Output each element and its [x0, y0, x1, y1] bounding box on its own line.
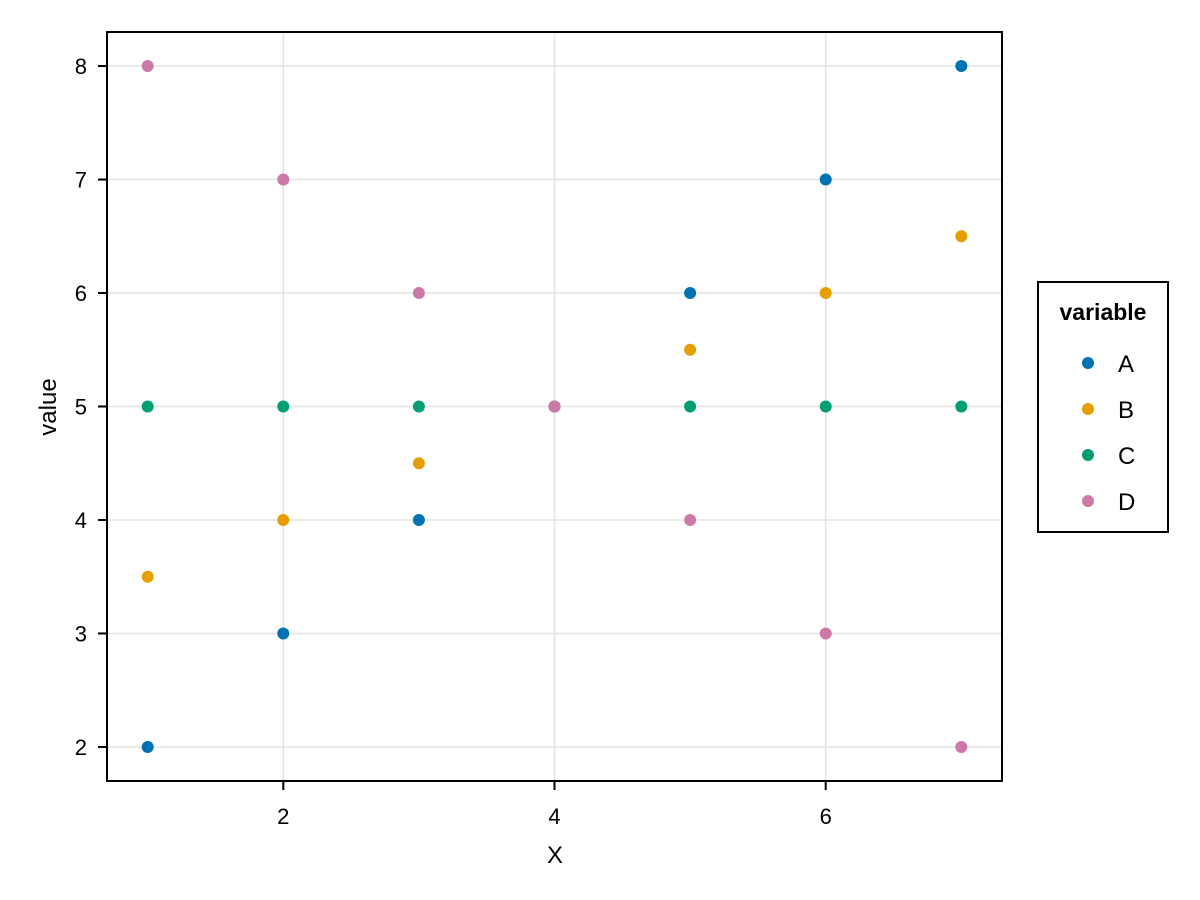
x-tick-label: 6	[820, 804, 832, 829]
legend-marker-A	[1082, 357, 1094, 369]
y-axis-label: value	[35, 378, 62, 435]
data-point-A	[955, 60, 968, 73]
data-point-B	[277, 513, 290, 526]
data-point-C	[277, 400, 290, 413]
legend-label-A: A	[1118, 351, 1134, 378]
data-point-D	[955, 740, 968, 753]
y-tick-label: 2	[75, 735, 87, 760]
y-tick-label: 5	[75, 395, 87, 420]
data-point-D	[819, 627, 832, 640]
data-point-D	[277, 173, 290, 186]
grid-lines	[107, 32, 1002, 781]
legend-label-C: C	[1118, 443, 1135, 470]
data-point-C	[141, 400, 154, 413]
legend-marker-D	[1082, 495, 1094, 507]
legend-frame	[1037, 281, 1169, 533]
data-point-C	[955, 400, 968, 413]
data-point-B	[141, 570, 154, 583]
legend-title: variable	[1060, 299, 1147, 325]
data-point-D	[412, 287, 425, 300]
x-axis-ticks: 2 4 6	[277, 781, 832, 829]
data-point-A	[141, 740, 154, 753]
data-point-D	[684, 513, 697, 526]
y-axis-ticks: 2 3 4 5 6 7 8	[75, 54, 107, 760]
data-point-B	[955, 230, 968, 243]
data-point-C	[412, 400, 425, 413]
y-tick-label: 3	[75, 621, 87, 646]
y-tick-label: 7	[75, 168, 87, 193]
y-tick-label: 6	[75, 281, 87, 306]
data-point-C	[684, 400, 697, 413]
legend-label-D: D	[1118, 489, 1135, 516]
data-point-A	[277, 627, 290, 640]
data-point-C	[819, 400, 832, 413]
x-tick-label: 4	[548, 804, 560, 829]
data-points	[141, 60, 968, 753]
data-point-B	[684, 343, 697, 356]
data-point-D	[548, 400, 561, 413]
x-tick-label: 2	[277, 804, 289, 829]
data-point-A	[412, 513, 425, 526]
legend-marker-B	[1082, 403, 1094, 415]
y-tick-label: 4	[75, 508, 87, 533]
x-axis-label: X	[547, 842, 563, 869]
legend-label-B: B	[1118, 397, 1134, 424]
legend-marker-C	[1082, 449, 1094, 461]
data-point-B	[819, 287, 832, 300]
y-tick-label: 8	[75, 54, 87, 79]
data-point-D	[141, 60, 154, 73]
data-point-A	[819, 173, 832, 186]
data-point-B	[412, 457, 425, 470]
data-point-A	[684, 287, 697, 300]
